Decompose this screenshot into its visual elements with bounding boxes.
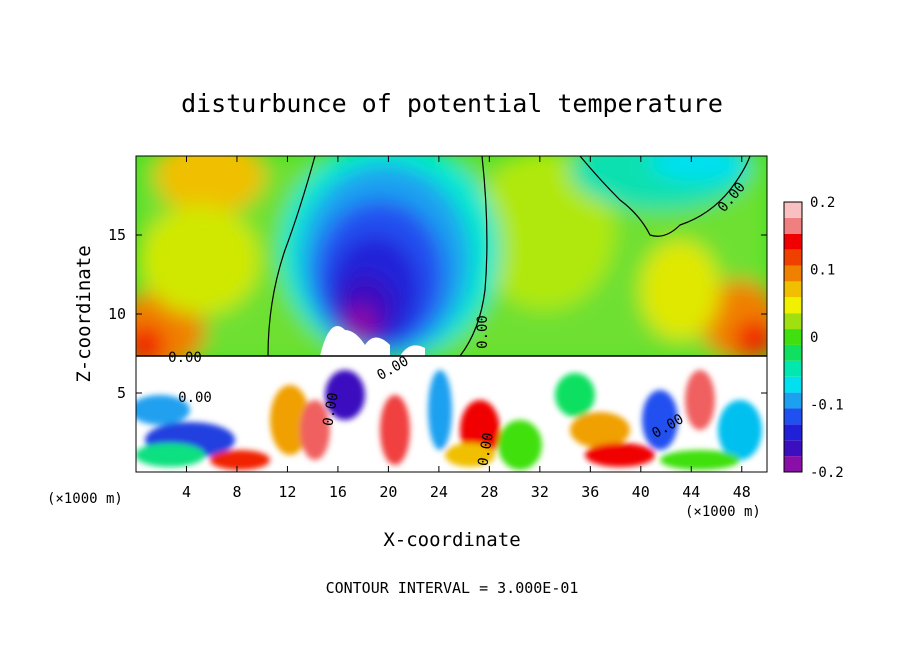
x-unit-right: (×1000 m) [685,504,761,520]
colorbar-swatch [784,456,802,472]
contour-interval-note: CONTOUR INTERVAL = 3.000E-01 [326,579,579,597]
colorbar-swatch [784,424,802,441]
x-tick-label: 40 [632,483,650,501]
x-tick-label: 12 [278,483,296,501]
y-tick-label: 10 [108,305,126,323]
colorbar-frame [783,201,803,473]
colorbar [783,201,803,473]
x-tick-label: 4 [182,483,191,501]
x-tick-label: 48 [733,483,751,501]
contour-label: 0.00 [475,431,497,467]
contour-label: 0.00 [168,350,202,366]
x-axis-label: X-coordinate [383,529,520,551]
colorbar-swatch [784,408,802,425]
colorbar-tick-label: 0.2 [810,195,835,211]
colorbar-swatch [784,249,802,266]
colorbar-swatch [784,344,802,361]
contour-label: 0.00 [178,390,212,406]
x-unit-left: (×1000 m) [47,491,123,507]
chart-title: disturbunce of potential temperature [181,89,723,118]
colorbar-tick-label: -0.2 [810,465,844,481]
contour-label: 0.00 [475,315,491,349]
x-tick-label: 28 [480,483,498,501]
colorbar-tick-label: 0 [810,330,818,346]
colorbar-swatch [784,392,802,409]
colorbar-swatch [784,233,802,250]
colorbar-swatch [784,217,802,234]
colorbar-ticks: 0.2 0.1 0 -0.1 -0.2 [810,195,844,481]
x-tick-label: 8 [232,483,241,501]
colorbar-swatch [784,281,802,298]
colorbar-swatch [784,202,802,218]
colorbar-swatch [784,313,802,330]
contour-label: 0.00 [320,391,342,427]
colorbar-swatch [784,297,802,314]
x-tick-label: 16 [329,483,347,501]
x-axis: 4 8 12 16 20 24 28 32 36 40 44 48 [182,156,751,501]
y-tick-label: 5 [117,384,126,402]
y-tick-label: 15 [108,226,126,244]
colorbar-tick-label: -0.1 [810,398,844,414]
colorbar-swatch [784,360,802,377]
y-axis: 5 10 15 [108,226,767,402]
y-axis-label: Z-coordinate [73,245,95,382]
x-tick-label: 32 [531,483,549,501]
plot-field [136,156,767,472]
x-tick-label: 44 [682,483,700,501]
x-tick-label: 36 [581,483,599,501]
colorbar-swatch [784,329,802,345]
x-tick-label: 24 [430,483,448,501]
x-tick-label: 20 [379,483,397,501]
colorbar-swatch [784,376,802,393]
colorbar-swatch [784,265,802,282]
colorbar-swatch [784,440,802,457]
colorbar-tick-label: 0.1 [810,263,835,279]
